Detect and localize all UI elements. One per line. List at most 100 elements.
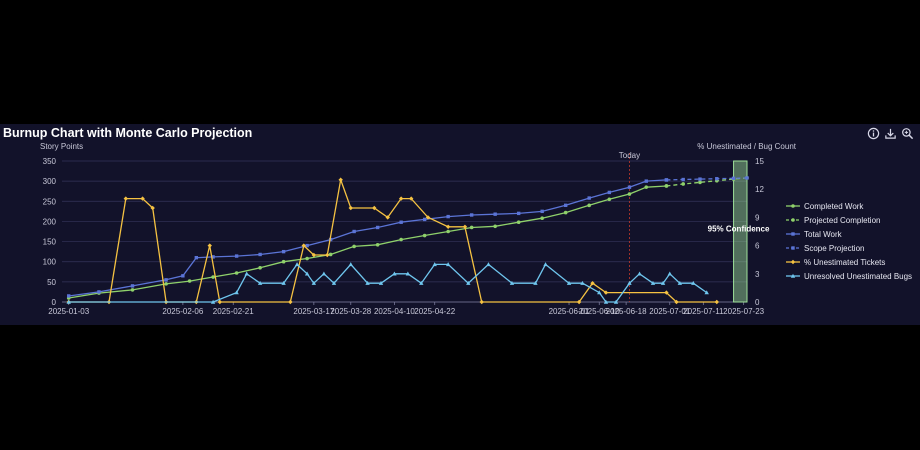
x-tick-label: 2025-03-17 (293, 307, 334, 316)
y2-tick-label: 3 (755, 270, 760, 279)
data-point (607, 190, 612, 195)
y-tick-label: 0 (52, 298, 57, 307)
data-point (446, 214, 450, 219)
data-point (181, 274, 185, 278)
data-point (486, 262, 491, 267)
data-point (194, 255, 199, 260)
legend-marker (791, 232, 795, 236)
legend-label: Total Work (804, 230, 843, 239)
data-point (664, 178, 669, 182)
y-axis-label: Story Points (40, 142, 83, 151)
data-point (597, 290, 602, 295)
legend-marker (791, 204, 795, 208)
data-point (637, 271, 642, 276)
legend-label: Scope Projection (804, 244, 864, 253)
data-point (305, 243, 309, 248)
legend-label: Unresolved Unestimated Bugs (804, 272, 912, 281)
data-point (140, 196, 145, 201)
data-point (325, 252, 330, 258)
data-point (587, 203, 591, 208)
data-point (352, 229, 356, 234)
series-line (68, 179, 667, 297)
data-point (217, 299, 223, 305)
data-point (331, 280, 337, 285)
today-label: Today (619, 151, 640, 160)
confidence-band (733, 160, 748, 303)
legend-marker (790, 259, 796, 265)
data-point (493, 224, 497, 229)
series-unresolved-unestimated-bugs (66, 262, 709, 304)
data-point (664, 290, 669, 295)
data-point (603, 299, 609, 304)
data-point (301, 243, 306, 248)
data-point (328, 252, 333, 257)
data-point (543, 262, 548, 267)
legend-marker (791, 218, 795, 222)
y-tick-label: 50 (47, 278, 56, 287)
download-icon[interactable] (884, 127, 897, 140)
x-tick-label: 2025-07-23 (723, 307, 764, 316)
chart-toolbar (867, 127, 914, 140)
data-point (698, 177, 702, 181)
data-point (399, 220, 403, 224)
data-point (509, 280, 515, 285)
x-tick-label: 2025-02-21 (213, 307, 254, 316)
data-point (244, 271, 249, 276)
data-point (409, 196, 414, 201)
data-point (348, 205, 353, 211)
data-point (164, 282, 168, 286)
confidence-label: 95% Confidence (708, 224, 770, 233)
data-point (210, 299, 216, 304)
data-point (714, 299, 719, 305)
info-icon[interactable] (867, 127, 880, 140)
x-tick-label: 2025-07-01 (649, 307, 690, 316)
data-point (516, 220, 521, 225)
series-completed-work (66, 184, 669, 300)
data-point (664, 184, 669, 188)
data-point (207, 243, 212, 248)
burnup-chart: 0 50 100 150 200 250 300 350 0 3 6 9 12 15 Story Point… (40, 142, 912, 316)
data-point (644, 185, 649, 189)
legend-marker (791, 246, 795, 250)
data-point (321, 271, 327, 276)
data-point (466, 280, 471, 285)
y2-tick-label: 6 (755, 242, 760, 251)
y-tick-label: 200 (43, 217, 57, 226)
zoom-icon[interactable] (901, 127, 914, 140)
y2-tick-label: 9 (755, 213, 760, 222)
legend-item: Scope Projection (786, 244, 864, 253)
data-point (422, 233, 427, 238)
data-point (311, 280, 317, 285)
data-point (281, 280, 286, 285)
data-point (533, 280, 538, 285)
data-point (576, 299, 582, 305)
data-point (469, 225, 474, 230)
data-point (375, 242, 380, 247)
data-point (294, 262, 300, 267)
y2-tick-label: 15 (755, 157, 764, 166)
data-point (516, 211, 521, 216)
data-point (164, 278, 168, 282)
series-total-work (67, 178, 669, 298)
data-point (234, 254, 239, 258)
data-point (257, 280, 263, 285)
data-point (590, 281, 595, 286)
data-point (691, 280, 696, 285)
data-point (338, 177, 343, 182)
data-point (479, 299, 484, 305)
data-point (234, 271, 239, 275)
legend-item: % Unestimated Tickets (786, 258, 885, 267)
x-tick-label: 2025-03-28 (330, 307, 371, 316)
data-point (445, 224, 451, 229)
data-point (493, 212, 497, 216)
data-point (563, 203, 568, 208)
data-point (425, 215, 431, 220)
y-tick-label: 150 (43, 238, 57, 247)
legend-label: % Unestimated Tickets (804, 258, 885, 267)
data-point (613, 299, 619, 304)
data-point (378, 280, 384, 285)
data-point (422, 217, 427, 222)
data-point (187, 279, 192, 283)
data-point (348, 262, 353, 267)
data-point (704, 290, 709, 295)
